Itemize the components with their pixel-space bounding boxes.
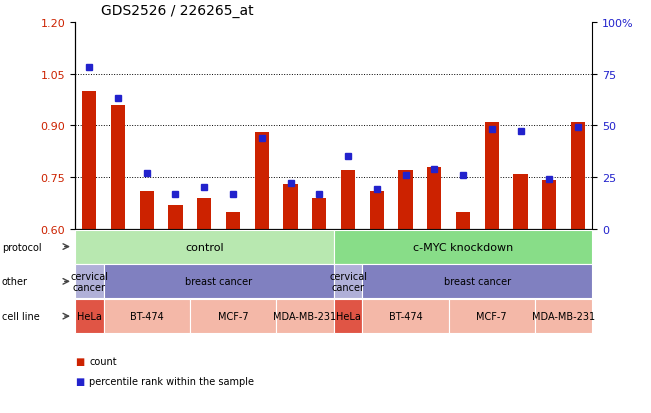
Text: breast cancer: breast cancer xyxy=(185,277,252,287)
Bar xyxy=(111,105,125,229)
Bar xyxy=(197,198,212,229)
Bar xyxy=(427,167,441,229)
Text: breast cancer: breast cancer xyxy=(444,277,511,287)
Text: ■: ■ xyxy=(75,376,84,386)
Bar xyxy=(484,123,499,229)
Text: protocol: protocol xyxy=(2,242,42,252)
Text: percentile rank within the sample: percentile rank within the sample xyxy=(89,376,254,386)
Text: c-MYC knockdown: c-MYC knockdown xyxy=(413,242,513,252)
Bar xyxy=(398,171,413,229)
Bar xyxy=(169,205,183,229)
Text: MDA-MB-231: MDA-MB-231 xyxy=(532,311,595,321)
Bar xyxy=(139,191,154,229)
Text: count: count xyxy=(89,356,117,366)
Bar xyxy=(255,133,269,229)
Bar xyxy=(542,181,557,229)
Bar xyxy=(456,212,470,229)
Text: GDS2526 / 226265_at: GDS2526 / 226265_at xyxy=(101,4,253,17)
Text: cervical
cancer: cervical cancer xyxy=(329,271,367,292)
Text: HeLa: HeLa xyxy=(77,311,102,321)
Text: control: control xyxy=(185,242,223,252)
Text: BT-474: BT-474 xyxy=(130,311,163,321)
Bar xyxy=(341,171,355,229)
Bar xyxy=(571,123,585,229)
Bar xyxy=(312,198,326,229)
Text: cervical
cancer: cervical cancer xyxy=(70,271,108,292)
Bar xyxy=(370,191,384,229)
Text: cell line: cell line xyxy=(2,311,40,321)
Text: MDA-MB-231: MDA-MB-231 xyxy=(273,311,337,321)
Bar xyxy=(82,92,96,229)
Text: HeLa: HeLa xyxy=(335,311,361,321)
Bar xyxy=(226,212,240,229)
Text: other: other xyxy=(2,277,28,287)
Bar xyxy=(514,174,528,229)
Text: BT-474: BT-474 xyxy=(389,311,422,321)
Text: MCF-7: MCF-7 xyxy=(477,311,507,321)
Text: MCF-7: MCF-7 xyxy=(217,311,248,321)
Text: ■: ■ xyxy=(75,356,84,366)
Bar xyxy=(283,185,298,229)
